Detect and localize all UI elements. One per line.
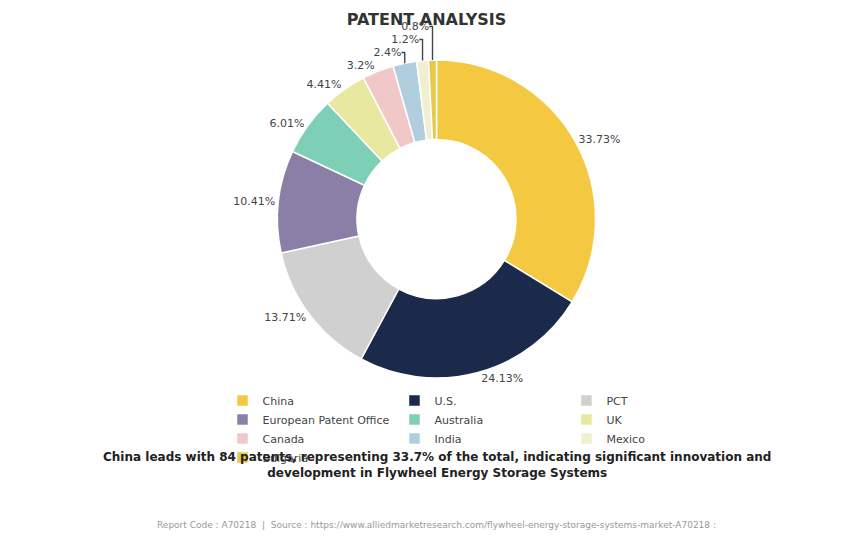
svg-text:0.8%: 0.8%: [401, 20, 429, 33]
svg-text:Bulgaria: Bulgaria: [263, 452, 309, 465]
svg-text:Canada: Canada: [263, 433, 305, 446]
svg-text:13.71%: 13.71%: [264, 311, 306, 324]
svg-text:4.41%: 4.41%: [306, 78, 341, 91]
svg-text:Australia: Australia: [434, 414, 483, 427]
svg-text:2.4%: 2.4%: [374, 46, 402, 59]
svg-text:Mexico: Mexico: [606, 433, 645, 446]
svg-text:10.41%: 10.41%: [233, 195, 275, 208]
svg-text:India: India: [434, 433, 461, 446]
svg-text:China: China: [263, 395, 294, 408]
svg-text:33.73%: 33.73%: [578, 133, 620, 146]
svg-text:3.2%: 3.2%: [347, 59, 375, 72]
svg-text:UK: UK: [606, 414, 622, 427]
svg-text:1.2%: 1.2%: [391, 33, 419, 46]
svg-text:European Patent Office: European Patent Office: [263, 414, 390, 427]
svg-text:China leads with 84 patents, r: China leads with 84 patents, representin…: [103, 450, 771, 480]
svg-text:6.01%: 6.01%: [270, 117, 305, 130]
svg-text:24.13%: 24.13%: [481, 372, 523, 385]
svg-text:U.S.: U.S.: [434, 395, 456, 408]
svg-text:PATENT ANALYSIS: PATENT ANALYSIS: [347, 10, 507, 29]
svg-text:PCT: PCT: [606, 395, 627, 408]
svg-text:Report Code : A70218 | Sourc: Report Code : A70218 | Source : https://…: [157, 520, 716, 530]
